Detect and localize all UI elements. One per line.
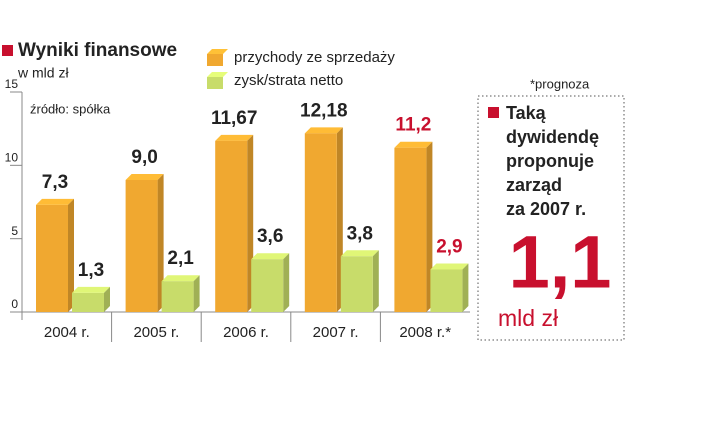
- box-text: dywidendę: [506, 127, 599, 147]
- bar-side: [372, 250, 379, 312]
- value-label: 9,0: [131, 147, 157, 168]
- box-text: zarząd: [506, 175, 562, 195]
- legend-swatch-top: [207, 49, 228, 54]
- bar: [394, 147, 427, 312]
- bar: [161, 281, 194, 312]
- value-label: 12,18: [300, 100, 348, 121]
- bar-side: [104, 286, 110, 312]
- y-tick-label: 10: [5, 151, 19, 165]
- value-label: 3,8: [347, 223, 373, 244]
- x-tick-label: 2008 r.*: [399, 324, 451, 341]
- bar: [215, 140, 248, 312]
- bar-top: [36, 198, 74, 205]
- bar-top: [430, 263, 469, 270]
- bar-top: [125, 174, 164, 180]
- value-label: 7,3: [42, 172, 68, 193]
- value-label: 11,67: [211, 108, 258, 129]
- bar: [340, 256, 373, 312]
- bar-side: [462, 263, 469, 312]
- bar-side: [68, 198, 74, 312]
- chart-title: Wyniki finansowe: [18, 40, 177, 61]
- box-marker: [488, 107, 499, 118]
- x-tick-label: 2005 r.: [133, 324, 179, 341]
- source: źródło: spółka: [30, 101, 111, 116]
- value-label: 11,2: [395, 115, 431, 136]
- y-tick-label: 0: [11, 297, 18, 311]
- note: *prognoza: [530, 76, 590, 91]
- legend-label: przychody ze sprzedaży: [234, 49, 395, 66]
- value-label: 2,1: [167, 248, 194, 269]
- bar: [125, 180, 158, 312]
- bar: [36, 204, 68, 312]
- bar-top: [394, 141, 433, 148]
- bar-top: [161, 275, 200, 282]
- chart-subtitle: w mld zł: [17, 65, 69, 81]
- value-label: 2,9: [436, 236, 462, 257]
- bar-top: [72, 286, 110, 293]
- value-label: 1,3: [78, 260, 104, 281]
- bar-top: [215, 134, 254, 141]
- highlight-unit: mld zł: [498, 305, 558, 331]
- box-text: proponuje: [506, 151, 594, 171]
- bar-top: [251, 253, 290, 260]
- legend-swatch: [207, 54, 223, 66]
- box-text: za 2007 r.: [506, 199, 586, 219]
- legend-swatch: [207, 77, 223, 89]
- y-tick-label: 15: [5, 77, 19, 91]
- y-tick-label: 5: [11, 224, 18, 238]
- x-tick-label: 2007 r.: [313, 324, 359, 341]
- bar: [430, 269, 463, 312]
- bar: [72, 292, 104, 312]
- legend-label: zysk/strata netto: [234, 72, 343, 89]
- side-box: [477, 95, 625, 341]
- bar-side: [283, 253, 290, 312]
- value-label: 3,6: [257, 226, 283, 247]
- bar: [251, 259, 284, 312]
- bar-top: [340, 250, 379, 257]
- box-text: Taką: [506, 103, 547, 123]
- bar: [304, 133, 337, 312]
- bar-top: [304, 127, 343, 134]
- bar-side: [157, 174, 164, 312]
- legend-swatch-top: [207, 72, 228, 77]
- bar-side: [193, 275, 200, 312]
- x-tick-label: 2006 r.: [223, 324, 269, 341]
- title-marker: [2, 45, 13, 56]
- x-tick-label: 2004 r.: [44, 324, 90, 341]
- highlight-value: 1,1: [509, 221, 612, 304]
